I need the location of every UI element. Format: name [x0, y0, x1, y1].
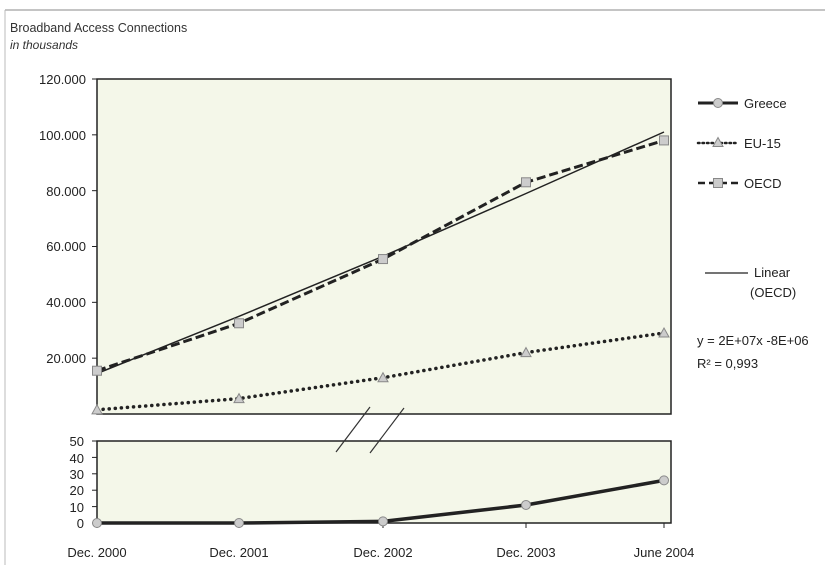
- x-axis: Dec. 2000 Dec. 2001 Dec. 2002 Dec. 2003 …: [67, 545, 694, 560]
- lower-y-tick-label: 30: [70, 467, 84, 482]
- upper-y-tick-label: 40.000: [46, 295, 86, 310]
- upper-y-tick-label: 80.000: [46, 184, 86, 199]
- x-tick-label: June 2004: [634, 545, 695, 560]
- upper-y-axis: 120.000 100.000 80.000 60.000 40.000 20.…: [39, 72, 86, 366]
- lower-y-axis: 50 40 30 20 10 0: [70, 434, 84, 531]
- data-point-oecd: [92, 365, 102, 376]
- legend-item-eu15: EU-15: [696, 136, 781, 151]
- data-point-eu15: [91, 403, 103, 415]
- upper-y-tick-label: 60.000: [46, 239, 86, 254]
- legend-item-oecd: OECD: [698, 176, 782, 191]
- chart-title: Broadband Access Connections: [10, 21, 187, 35]
- legend-label-linear-1: Linear: [754, 265, 791, 280]
- legend-item-greece: Greece: [698, 96, 787, 111]
- data-point-oecd: [234, 318, 244, 329]
- data-point-eu15: [377, 371, 389, 383]
- data-point-eu15: [520, 346, 532, 358]
- legend-marker-square: [713, 178, 723, 188]
- trendline-equation: y = 2E+07x -8E+06: [697, 333, 809, 348]
- x-tick-label: Dec. 2003: [496, 545, 555, 560]
- data-point-greece: [378, 516, 388, 527]
- legend-label-eu15: EU-15: [744, 136, 781, 151]
- data-point-greece: [92, 518, 102, 528]
- data-point-eu15: [233, 392, 245, 404]
- lower-y-tick-label: 10: [70, 500, 84, 515]
- x-tick-label: Dec. 2001: [209, 545, 268, 560]
- axis-break-mark: [335, 406, 371, 453]
- chart-subtitle: in thousands: [10, 38, 78, 52]
- lower-plot-area: [96, 440, 672, 524]
- trendline-r2: R² = 0,993: [697, 356, 758, 371]
- lower-y-tick-label: 0: [77, 516, 84, 531]
- lower-y-tick-label: 50: [70, 434, 84, 449]
- legend-marker-triangle: [712, 136, 724, 147]
- upper-y-tick-label: 120.000: [39, 72, 86, 87]
- data-point-greece: [659, 475, 669, 486]
- series-layer: [91, 78, 670, 528]
- data-point-oecd: [521, 177, 531, 188]
- axis-break-mark: [369, 407, 405, 454]
- upper-y-tick-label: 20.000: [46, 351, 86, 366]
- x-tick-label: Dec. 2002: [353, 545, 412, 560]
- data-point-greece: [234, 518, 244, 528]
- lower-y-tick-label: 40: [70, 451, 84, 466]
- legend-label-oecd: OECD: [744, 176, 782, 191]
- lower-y-tick-label: 20: [70, 483, 84, 498]
- data-point-greece: [521, 499, 531, 510]
- legend-label-greece: Greece: [744, 96, 787, 111]
- legend-label-linear-2: (OECD): [750, 285, 796, 300]
- legend-item-linear-oecd: Linear (OECD): [705, 265, 796, 300]
- data-point-oecd: [378, 254, 388, 265]
- legend: Greece EU-15 OECD Linear (OECD) y = 2E+0…: [696, 96, 809, 371]
- x-tick-label: Dec. 2000: [67, 545, 126, 560]
- data-point-oecd: [659, 135, 669, 146]
- data-point-eu15: [658, 327, 670, 338]
- upper-plot-area: [96, 78, 672, 415]
- legend-marker-circle: [713, 98, 723, 108]
- upper-y-tick-label: 100.000: [39, 128, 86, 143]
